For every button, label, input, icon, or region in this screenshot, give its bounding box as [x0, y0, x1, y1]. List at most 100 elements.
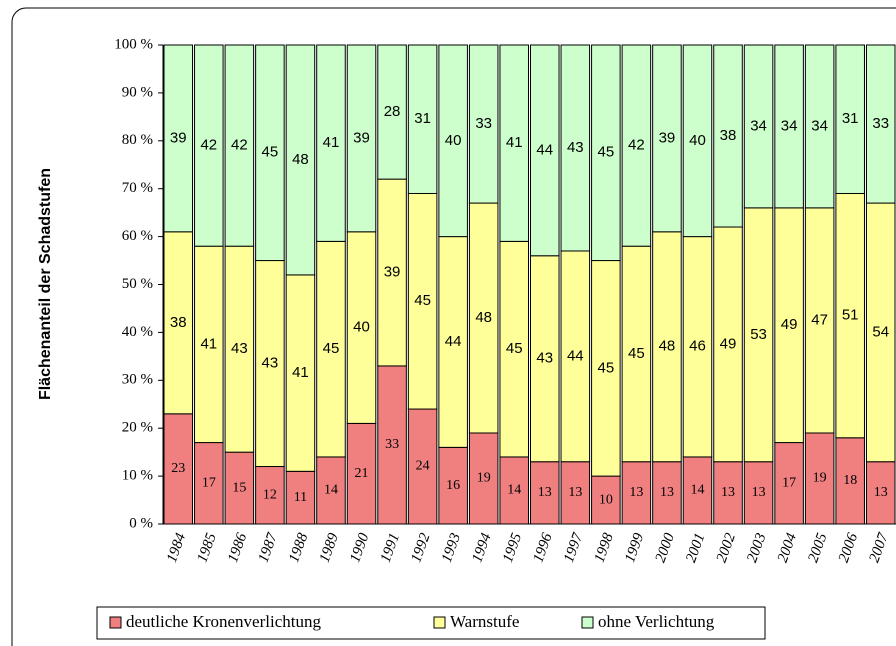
data-label: 43 — [536, 350, 553, 367]
bar-segment — [865, 461, 896, 525]
data-label: 42 — [231, 137, 248, 154]
bar-segment — [407, 44, 438, 194]
legend-label: Warnstufe — [450, 612, 519, 631]
data-label: 33 — [385, 437, 399, 452]
y-tick-label: 60 % — [122, 228, 153, 244]
data-label: 13 — [752, 485, 766, 500]
data-label: 19 — [477, 471, 491, 486]
bar-segment — [865, 202, 896, 463]
bar-segment — [865, 44, 896, 204]
legend-swatch — [109, 616, 122, 629]
data-label: 14 — [690, 483, 704, 498]
bar-segment — [163, 44, 194, 233]
data-label: 41 — [292, 364, 309, 381]
bar-segment — [377, 44, 407, 180]
bar-segment — [346, 44, 377, 233]
data-label: 38 — [170, 314, 187, 331]
data-label: 12 — [263, 487, 277, 502]
bar-segment — [560, 44, 591, 252]
bar-segment — [285, 44, 316, 276]
data-label: 39 — [659, 129, 676, 146]
data-label: 45 — [598, 144, 615, 161]
bar-segment — [224, 44, 255, 247]
data-label: 48 — [659, 338, 676, 355]
bar-segment — [499, 44, 530, 242]
bar-segment — [255, 44, 285, 262]
data-label: 40 — [353, 319, 370, 336]
bar-segment — [804, 207, 835, 434]
data-label: 51 — [842, 307, 859, 324]
y-tick-label: 30 % — [122, 372, 153, 388]
y-tick-label: 70 % — [122, 180, 153, 196]
data-label: 40 — [689, 132, 706, 149]
data-label: 13 — [660, 485, 674, 500]
data-label: 13 — [874, 485, 888, 500]
data-label: 47 — [811, 311, 828, 328]
bar-segment — [652, 44, 682, 233]
bar-segment — [224, 245, 255, 453]
bar-segment — [468, 202, 499, 434]
bar-segment — [713, 226, 743, 463]
data-label: 21 — [355, 466, 369, 481]
bar-segment — [591, 260, 621, 477]
data-label: 43 — [262, 355, 279, 372]
data-label: 44 — [567, 347, 584, 364]
data-label: 45 — [323, 340, 340, 357]
data-label: 13 — [568, 485, 582, 500]
bar-segment — [804, 44, 835, 209]
y-tick-label: 80 % — [122, 132, 153, 148]
data-label: 38 — [720, 127, 737, 144]
data-label: 13 — [721, 485, 735, 500]
legend-label: ohne Verlichtung — [598, 612, 715, 631]
data-label: 14 — [324, 483, 338, 498]
bar-segment — [621, 44, 652, 247]
data-label: 34 — [750, 117, 767, 134]
data-label: 17 — [202, 476, 216, 491]
data-label: 14 — [507, 483, 521, 498]
y-tick-label: 0 % — [129, 515, 153, 531]
bar-segment — [346, 422, 377, 525]
bar-segment — [804, 432, 835, 525]
bar-segment — [713, 44, 743, 228]
bar-segment — [743, 461, 774, 525]
data-label: 48 — [292, 151, 309, 168]
bar-segment — [682, 44, 713, 238]
data-label: 45 — [628, 345, 645, 362]
data-label: 24 — [416, 459, 430, 474]
data-label: 41 — [200, 335, 217, 352]
bar-segment — [499, 456, 530, 525]
bar-segment — [621, 461, 652, 525]
data-label: 45 — [598, 359, 615, 376]
bar-segment — [530, 44, 560, 257]
data-label: 45 — [262, 144, 279, 161]
bar-segment — [591, 44, 621, 262]
y-tick-label: 100 % — [114, 36, 153, 52]
bar-segment — [316, 456, 346, 525]
bar-segment — [438, 236, 468, 448]
data-label: 13 — [538, 485, 552, 500]
data-label: 13 — [629, 485, 643, 500]
legend-label: deutliche Kronenverlichtung — [126, 612, 321, 631]
data-label: 34 — [811, 117, 828, 134]
bar-segment — [468, 44, 499, 204]
bar-segment — [255, 466, 285, 525]
bar-segment — [774, 44, 804, 209]
data-label: 16 — [446, 478, 460, 493]
bar-segment — [621, 245, 652, 463]
y-tick-label: 10 % — [122, 468, 153, 484]
bar-segment — [560, 250, 591, 463]
legend-box — [96, 606, 766, 640]
data-label: 15 — [232, 480, 246, 495]
data-label: 44 — [536, 141, 553, 158]
legend-swatch — [433, 616, 446, 629]
bar-segment — [316, 44, 346, 242]
data-label: 40 — [445, 132, 462, 149]
data-label: 31 — [842, 110, 859, 127]
data-label: 54 — [872, 323, 889, 340]
data-label: 33 — [475, 115, 492, 132]
data-label: 44 — [445, 333, 462, 350]
data-label: 17 — [782, 476, 796, 491]
data-label: 23 — [171, 461, 185, 476]
bar-segment — [682, 236, 713, 458]
